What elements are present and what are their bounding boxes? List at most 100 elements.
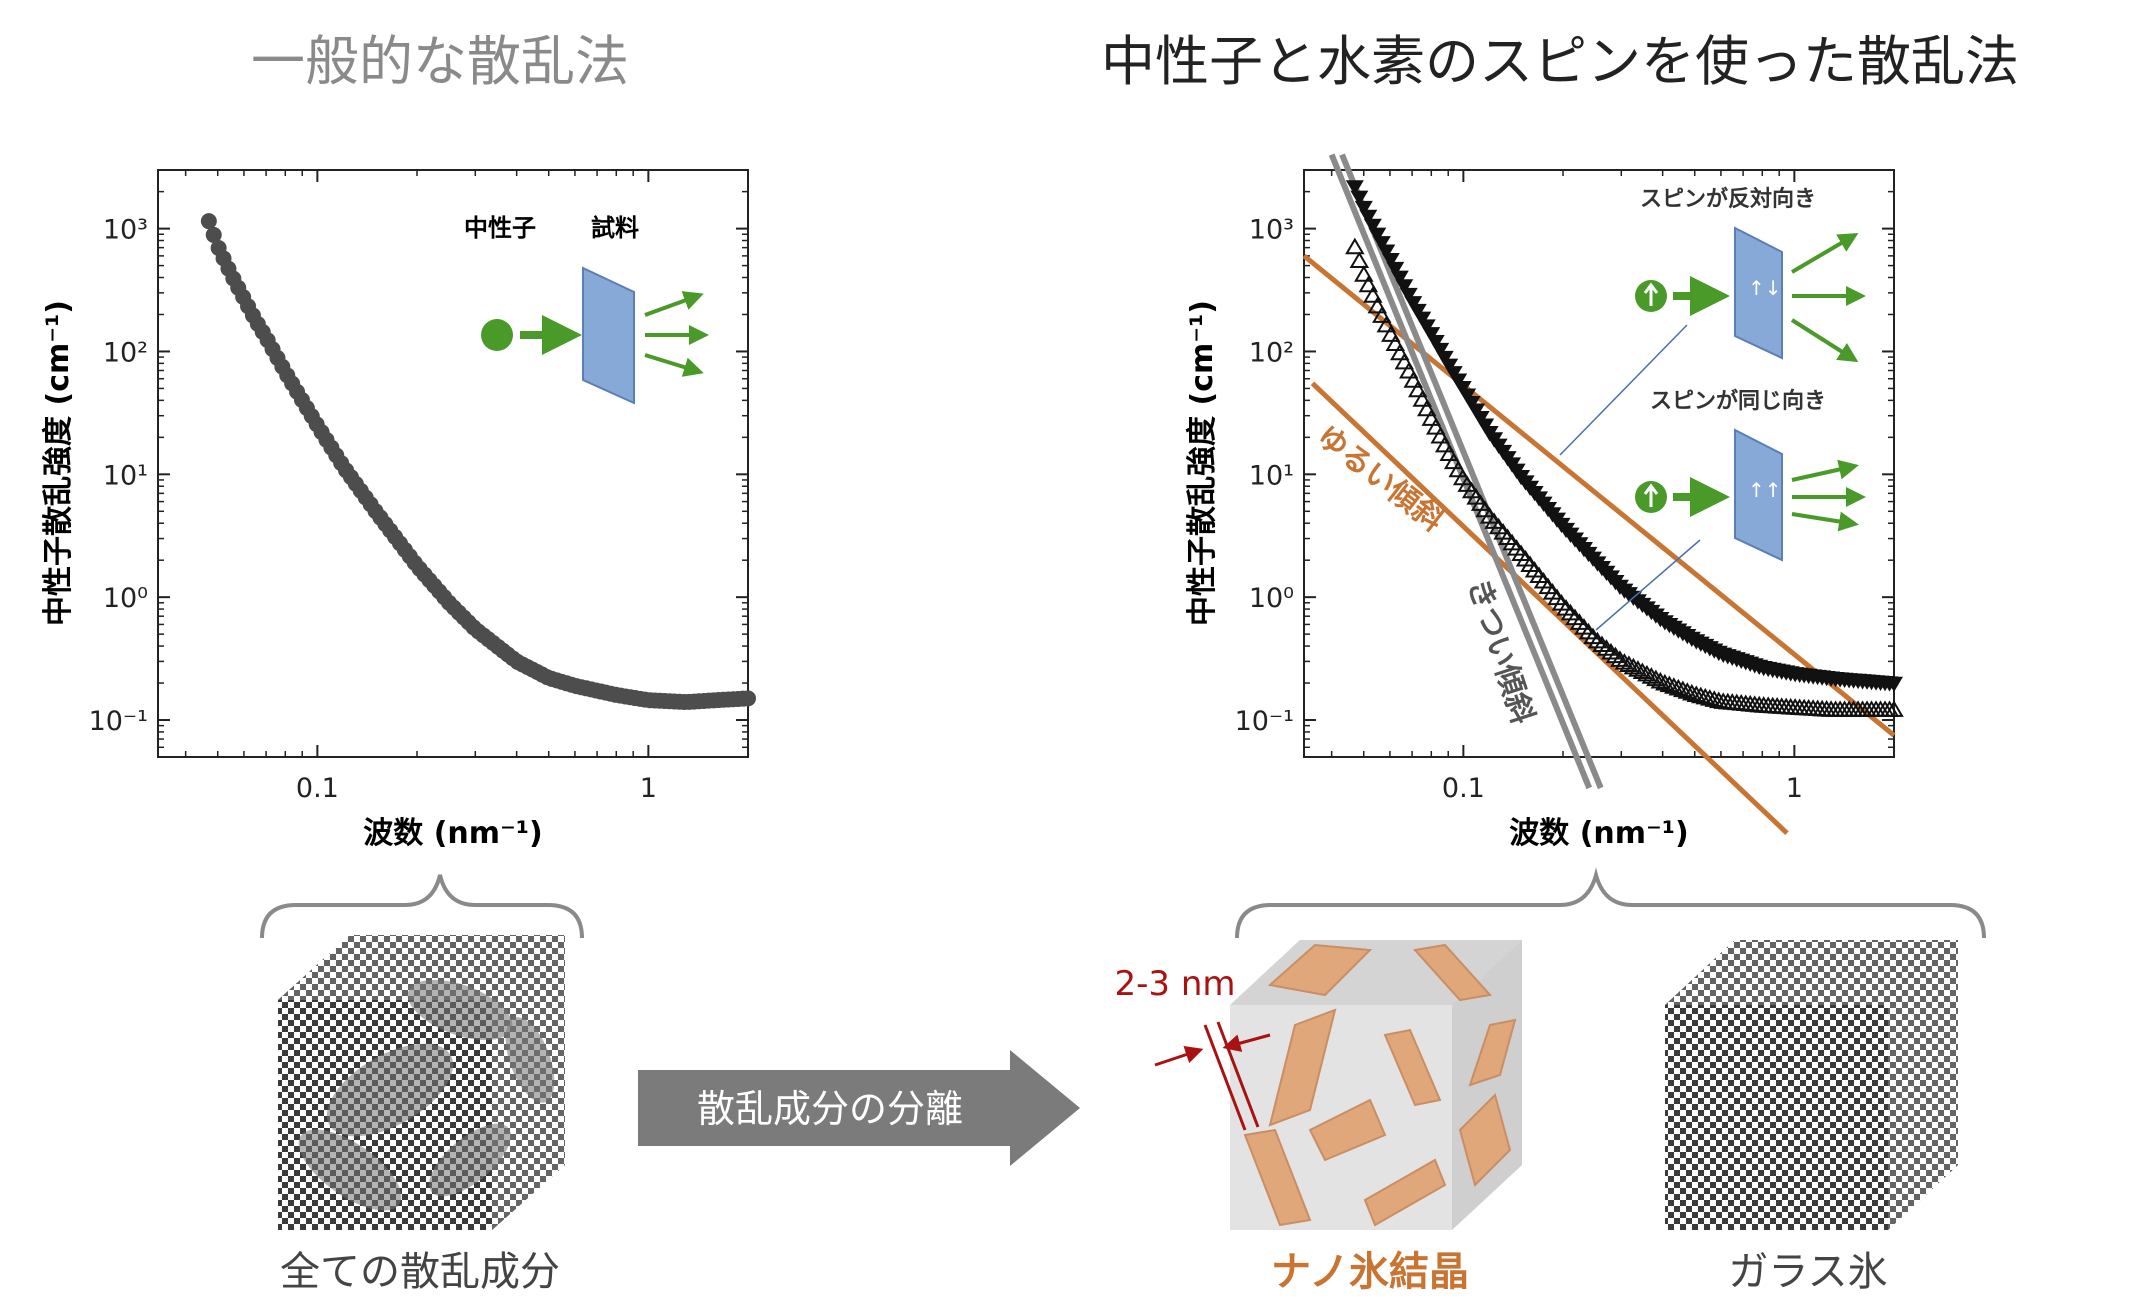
data-point-up-triangle [1367,296,1388,314]
data-point-up-triangle [1601,642,1621,660]
data-point-up-triangle [1376,315,1397,333]
size-arrow-icon [1222,1033,1271,1052]
neutron-ball-icon [481,319,513,351]
left-points [200,213,756,710]
nano-ice-cube: 2-3 nm [1114,940,1522,1230]
x-tick-label: 1 [1786,773,1803,804]
right-y-axis-label: 中性子散乱強度 (cm⁻¹) [1185,300,1220,626]
data-point-up-triangle [1587,631,1608,649]
right-title: 中性子と水素のスピンを使った散乱法 [1101,30,2019,93]
separation-arrow-label: 散乱成分の分離 [697,1087,963,1131]
right-chart: 10⁻¹ 10⁰ 10¹ 10² 10³ 0.1 1 中性子散乱強度 (cm⁻¹) 波数 (… [1185,153,1904,851]
data-point-up-triangle [1614,653,1635,670]
y-tick-label: 10² [1249,337,1294,368]
gentle-slope-annotation: ゆるい傾斜 [1310,419,1450,539]
data-point-up-triangle [1646,669,1666,687]
data-point-down-triangle [1368,227,1387,243]
data-point-up-triangle [1430,426,1450,444]
data-point-up-triangle [1655,673,1675,691]
ice-crystal-icon [1458,1093,1512,1187]
data-point-up-triangle [1448,460,1468,478]
data-point-down-triangle [1435,350,1454,367]
scatter-arrow-icon [644,291,704,317]
data-point-up-triangle [1592,635,1612,653]
sample-plate-icon [582,266,635,405]
fit-line-steep-1 [1328,153,1592,790]
size-guide-line [1203,1024,1247,1131]
data-point-down-triangle [1395,279,1414,295]
y-tick-label: 10⁻¹ [1235,706,1294,737]
data-point-down-triangle [1885,676,1903,693]
y-tick-label: 10⁰ [1249,583,1294,614]
ice-crystal-icon [1267,943,1373,997]
data-point-down-triangle [1426,335,1445,351]
data-point-up-triangle [1628,660,1648,677]
right-x-axis-label: 波数 (nm⁻¹) [1509,816,1688,851]
data-point-down-triangle [1372,236,1391,252]
data-point-up-triangle [1412,390,1432,407]
right-points [1345,180,1904,717]
same-spin-label: スピンが同じ向き [1650,388,1826,414]
data-point-up-triangle [1623,657,1644,675]
data-point-up-triangle [1439,444,1459,462]
y-tick-label: 10³ [1249,215,1294,246]
y-tick-label: 10¹ [103,460,148,491]
left-brace [260,874,584,939]
data-point-up-triangle [1610,650,1630,667]
ice-crystal-icon [1308,1098,1387,1162]
data-point-up-triangle [1345,237,1365,255]
sample-plate-icon [1734,226,1783,360]
size-label: 2-3 nm [1114,964,1235,1004]
inset-same-spin: スピンが同じ向き ↑↑ [1595,388,1866,631]
right-brace [1235,867,1986,939]
steep-slope-annotation: きつい傾斜 [1460,575,1540,728]
y-tick-label: 10² [103,337,148,368]
data-point-up-triangle [1434,435,1455,453]
data-point [740,690,756,707]
data-point-up-triangle [1704,690,1725,707]
data-point-up-triangle [1677,682,1698,699]
data-point-up-triangle [1659,675,1680,693]
separation-arrow: 散乱成分の分離 [638,1050,1080,1166]
y-tick-label: 10³ [103,215,148,246]
data-point-down-triangle [1359,209,1378,226]
data-point-up-triangle [1700,689,1720,706]
data-point-up-triangle [1673,680,1693,698]
callout-line [1559,324,1688,456]
data-point-down-triangle [1350,190,1369,206]
data-point-up-triangle [1884,700,1904,717]
left-y-axis-label: 中性子散乱強度 (cm⁻¹) [41,300,76,626]
callout-line [1595,539,1701,631]
left-plot-frame [157,169,749,758]
all-components-cube [278,935,565,1230]
spin-up-arrow-icon [1643,483,1659,507]
data-point-up-triangle [1390,343,1410,361]
right-fit-lines [1302,153,1896,835]
data-point-up-triangle [1682,683,1702,701]
fit-line-gentle-lower [1310,381,1789,835]
spin-pattern-icon: ↑↓ [1748,276,1782,300]
data-point-down-triangle [1386,261,1405,278]
y-tick-label: 10⁻¹ [89,706,148,737]
data-point-down-triangle [1413,311,1432,327]
data-point-up-triangle [1349,251,1370,269]
x-tick-label: 0.1 [296,773,339,804]
y-tick-label: 10¹ [1249,460,1294,491]
data-point-up-triangle [1619,655,1639,672]
left-title: 一般的な散乱法 [251,30,629,93]
spin-pattern-icon: ↑↑ [1748,478,1782,502]
scatter-arrow-icon [1791,459,1859,482]
sample-plate-icon [1734,428,1783,562]
ice-crystal-icon [1383,1028,1442,1107]
x-tick-label: 1 [640,773,657,804]
scatter-arrow-icon [1790,232,1859,274]
scatter-arrow-icon [644,353,704,377]
ice-crystal-icon [1468,1018,1517,1087]
data-point-up-triangle [1403,371,1423,388]
data-point-down-triangle [1422,327,1441,343]
data-point-up-triangle [1372,306,1392,323]
data-point-up-triangle [1421,409,1441,426]
data-point-up-triangle [1425,418,1446,435]
data-point-up-triangle [1354,265,1374,282]
left-inset: 中性子 試料 [464,214,709,405]
